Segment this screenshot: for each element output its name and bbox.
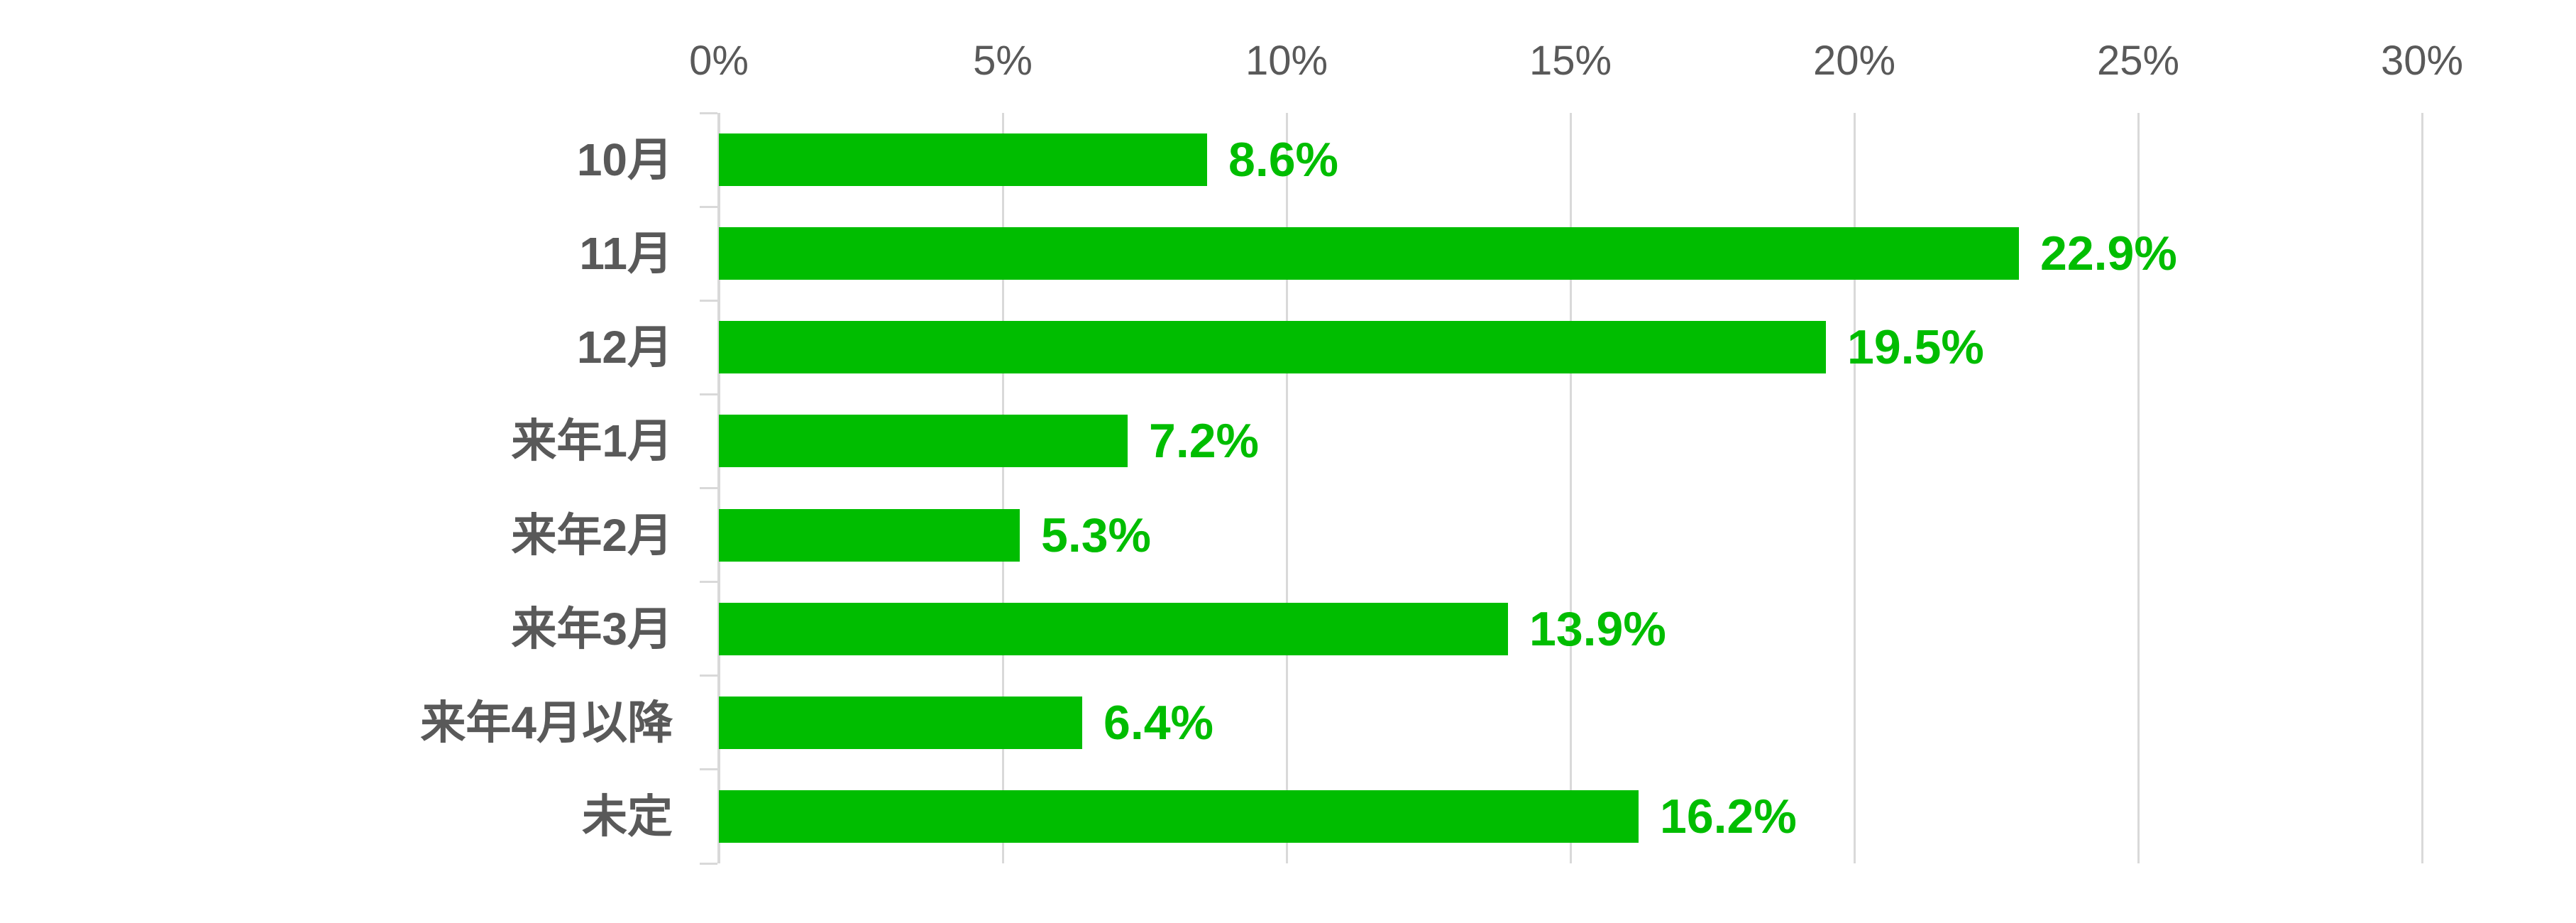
x-axis-tick-label: 15%: [1529, 38, 1612, 84]
bar-来年1月: [719, 415, 1128, 468]
x-axis-tick-label: 30%: [2380, 38, 2464, 84]
axis-tick-mark: [700, 862, 717, 865]
bar-来年3月: [719, 602, 1508, 655]
bar-来年2月: [719, 508, 1020, 562]
axis-tick-mark: [700, 205, 717, 208]
axis-tick-mark: [700, 487, 717, 489]
bar-10月: [719, 133, 1207, 187]
category-label: 未定: [582, 790, 673, 842]
gridline-10%: [1285, 113, 1288, 863]
bar-11月: [719, 227, 2019, 280]
category-label: 10月: [576, 134, 673, 186]
axis-tick-mark: [700, 393, 717, 395]
category-label: 来年2月: [511, 509, 673, 561]
gridline-20%: [1853, 113, 1856, 863]
category-label: 11月: [579, 228, 673, 280]
x-axis-tick-label: 25%: [2096, 38, 2180, 84]
gridline-5%: [1001, 113, 1004, 863]
category-label: 来年4月以降: [420, 697, 673, 748]
value-label: 8.6%: [1228, 133, 1338, 187]
category-label: 来年1月: [511, 415, 673, 467]
gridline-25%: [2137, 113, 2140, 863]
x-axis-tick-label: 10%: [1245, 38, 1328, 84]
value-label: 13.9%: [1529, 601, 1666, 656]
axis-tick-mark: [700, 299, 717, 302]
value-label: 6.4%: [1103, 695, 1213, 750]
value-label: 16.2%: [1660, 789, 1797, 843]
x-axis-tick-label: 5%: [973, 38, 1033, 84]
x-axis-tick-label: 20%: [1812, 38, 1896, 84]
value-label: 22.9%: [2040, 226, 2177, 281]
bar-未定: [719, 790, 1639, 843]
category-label: 来年3月: [511, 603, 673, 655]
axis-tick-mark: [700, 674, 717, 677]
axis-tick-mark: [700, 111, 717, 114]
value-label: 7.2%: [1149, 414, 1259, 469]
category-label: 12月: [576, 322, 673, 373]
bar-来年4月以降: [719, 696, 1082, 749]
gridline-30%: [2421, 113, 2423, 863]
category-axis-line: [717, 113, 720, 863]
gridline-15%: [1569, 113, 1572, 863]
bar-12月: [719, 321, 1826, 374]
value-label: 19.5%: [1847, 320, 1984, 375]
value-label: 5.3%: [1041, 508, 1151, 562]
axis-tick-mark: [700, 581, 717, 584]
axis-tick-mark: [700, 768, 717, 771]
x-axis-tick-label: 0%: [689, 38, 749, 84]
